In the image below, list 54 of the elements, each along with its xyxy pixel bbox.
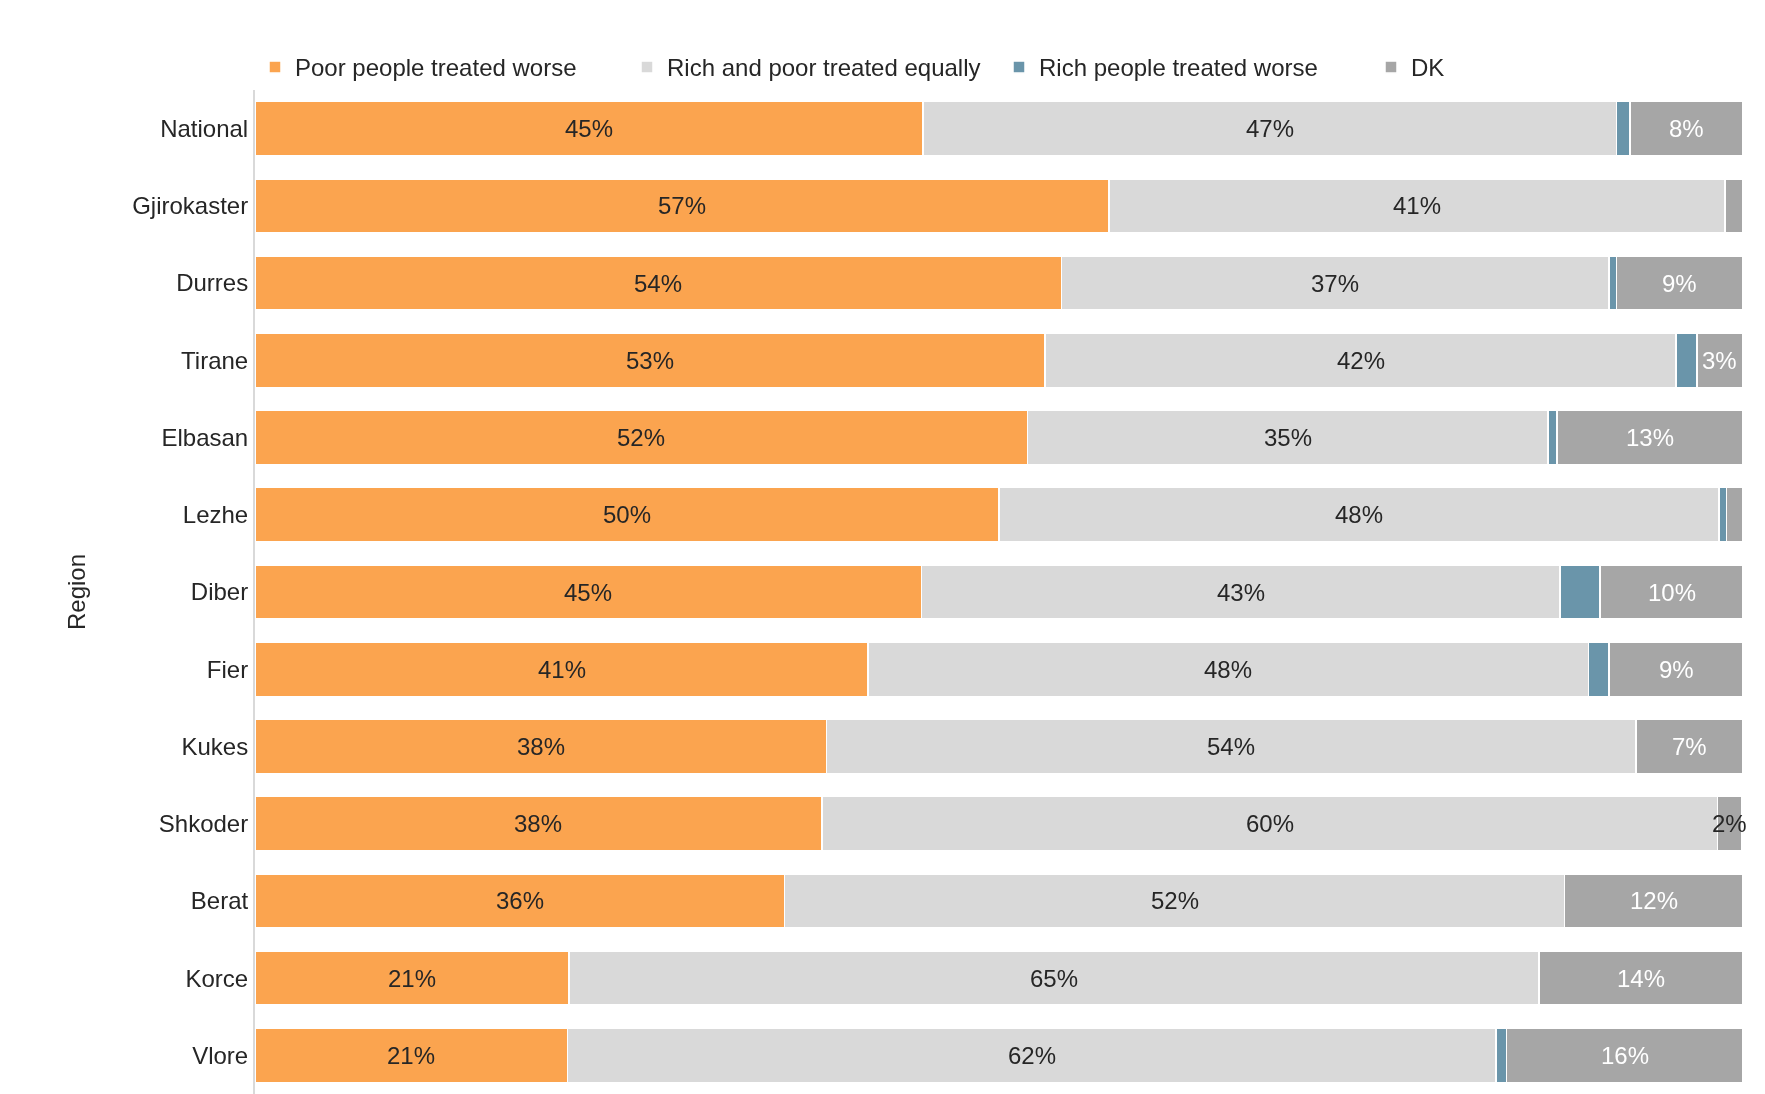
data-label: 47% [1246,115,1295,142]
data-label: 62% [1008,1042,1057,1069]
data-label: 45% [565,115,614,142]
data-label: 41% [1393,192,1442,219]
data-label: 21% [388,965,437,992]
data-label: 48% [1204,656,1253,683]
data-label: 41% [538,656,587,683]
data-label: 14% [1617,965,1666,992]
data-label: 13% [1626,424,1675,451]
y-tick-label: Diber [190,578,249,606]
y-tick-label: Korce [185,964,249,992]
data-label: 36% [496,887,545,914]
y-tick-label: Vlore [192,1041,249,1069]
data-label: 38% [517,733,566,760]
y-tick-label: Tirane [181,346,249,374]
data-label: 38% [514,810,563,837]
data-label: 65% [1030,965,1079,992]
data-label: 9% [1659,656,1694,683]
data-label: 52% [617,424,666,451]
legend-label: DK [1411,54,1445,82]
data-label: 54% [1207,733,1256,760]
legend-label: Rich people treated worse [1039,54,1318,82]
data-label: 45% [564,579,613,606]
y-tick-label: Fier [206,655,249,683]
y-tick-label: Gjirokaster [132,192,249,220]
data-label: 54% [634,270,683,297]
data-label: 52% [1151,887,1200,914]
y-tick-label: Durres [176,269,249,297]
y-axis-title: Region [62,553,90,631]
data-label: 53% [626,347,675,374]
data-label: 8% [1669,115,1704,142]
y-tick-label: Berat [190,887,249,915]
data-label: 10% [1648,579,1697,606]
data-label: 48% [1335,501,1384,528]
data-label: 7% [1672,733,1707,760]
data-label: 50% [603,501,652,528]
data-label: 9% [1662,270,1697,297]
data-label: 57% [658,192,707,219]
data-label: 43% [1217,579,1266,606]
y-tick-label: Lezhe [182,501,249,529]
y-tick-label: Shkoder [158,810,249,838]
data-label: 37% [1311,270,1360,297]
legend-label: Rich and poor treated equally [667,54,981,82]
y-tick-label: National [160,115,249,143]
data-label: 35% [1264,424,1313,451]
data-label: 21% [387,1042,436,1069]
data-label: 42% [1337,347,1386,374]
y-tick-label: Elbasan [161,423,249,451]
data-label: 60% [1246,810,1295,837]
legend-label: Poor people treated worse [295,54,577,82]
data-label: 12% [1630,887,1679,914]
data-label: 3% [1702,347,1737,374]
data-label: 16% [1601,1042,1650,1069]
y-tick-label: Kukes [181,732,249,760]
